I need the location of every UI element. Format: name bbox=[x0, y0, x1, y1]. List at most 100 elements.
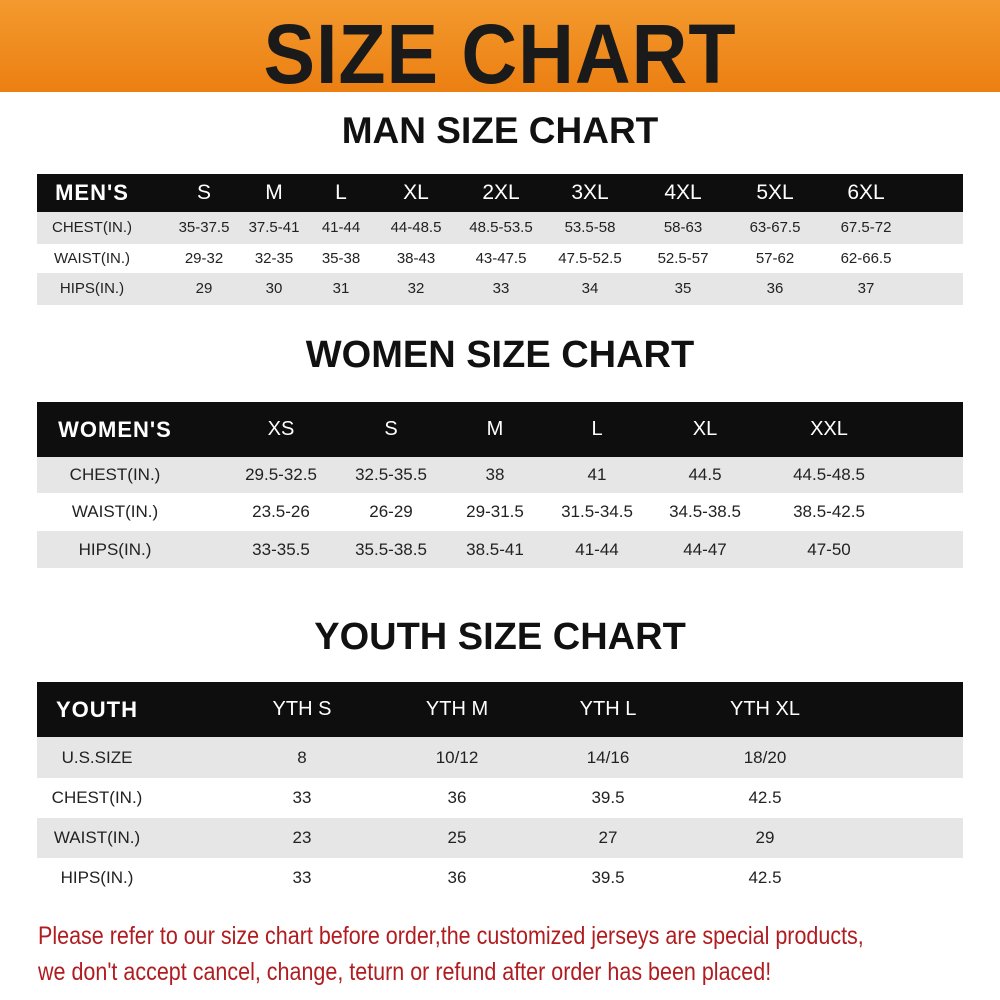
table-cell: 47.5-52.5 bbox=[558, 250, 622, 267]
table-cell: 57-62 bbox=[755, 250, 795, 267]
size-header-cell: XS bbox=[267, 418, 295, 440]
measurement-label: WAIST(IN.) bbox=[53, 828, 141, 847]
table-row: WAIST(IN.) 23 25 27 29 bbox=[37, 818, 963, 858]
table-row: HIPS(IN.) 33-35.5 35.5-38.5 38.5-41 41-44 44-… bbox=[37, 531, 963, 568]
table-row: CHEST(IN.) 33 36 39.5 42.5 bbox=[37, 778, 963, 818]
header-row: WOMEN'S XS S M L XL XXL bbox=[37, 402, 963, 457]
table-cell: 35.5-38.5 bbox=[355, 540, 427, 559]
table-cell: 32 bbox=[407, 280, 425, 297]
table-cell: 33-35.5 bbox=[252, 540, 310, 559]
size-header-cell: M bbox=[265, 181, 283, 204]
table-cell: 35-38 bbox=[321, 250, 361, 267]
table-cell: 35 bbox=[674, 280, 692, 297]
table-cell: 14/16 bbox=[586, 748, 630, 767]
size-header-cell: 6XL bbox=[847, 181, 885, 204]
size-header-cell: YTH M bbox=[425, 698, 489, 720]
size-header-cell: 3XL bbox=[571, 181, 609, 204]
table-cell: 63-67.5 bbox=[749, 219, 801, 236]
table-row: HIPS(IN.) 33 36 39.5 42.5 bbox=[37, 858, 963, 898]
title-banner bbox=[0, 0, 1000, 92]
table-cell: 26-29 bbox=[369, 502, 413, 521]
table-cell: 47-50 bbox=[807, 540, 851, 559]
table-cell: 42.5 bbox=[748, 788, 782, 807]
table-cell: 34.5-38.5 bbox=[669, 502, 741, 521]
table-cell: 41 bbox=[587, 465, 607, 484]
table-row: WAIST(IN.) 23.5-26 26-29 29-31.5 31.5-34.5 34… bbox=[37, 493, 963, 531]
table-cell: 29 bbox=[195, 280, 213, 297]
table-cell: 37 bbox=[857, 280, 875, 297]
table-cell: 10/12 bbox=[435, 748, 479, 767]
table-cell: 25 bbox=[447, 828, 467, 847]
size-header-cell: M bbox=[486, 418, 504, 440]
table-row: CHEST(IN.) 35-37.5 37.5-41 41-44 44-48.5 48.5… bbox=[37, 212, 963, 244]
table-title-cell: YOUTH bbox=[56, 697, 138, 722]
table-cell: 31 bbox=[332, 280, 350, 297]
size-header-cell: YTH S bbox=[272, 698, 332, 720]
table-cell: 36 bbox=[447, 868, 467, 887]
table-cell: 32-35 bbox=[254, 250, 294, 267]
women-section-title: WOMEN SIZE CHART bbox=[305, 334, 695, 376]
header-row: YOUTH YTH S YTH M YTH L YTH XL bbox=[37, 682, 963, 737]
header-row: MEN'S S M L XL 2XL 3XL 4XL 5XL 6XL bbox=[37, 174, 963, 212]
measurement-label: U.S.SIZE bbox=[61, 748, 133, 767]
size-header-cell: 4XL bbox=[664, 181, 702, 204]
size-header-cell: XL bbox=[403, 181, 429, 204]
page-title: SIZE CHART bbox=[263, 7, 737, 101]
table-cell: 43-47.5 bbox=[475, 250, 527, 267]
table-cell: 38 bbox=[485, 465, 505, 484]
table-cell: 29 bbox=[755, 828, 775, 847]
table-cell: 30 bbox=[265, 280, 283, 297]
table-cell: 53.5-58 bbox=[564, 219, 616, 236]
measurement-label: WAIST(IN.) bbox=[53, 250, 131, 267]
table-cell: 44.5 bbox=[688, 465, 722, 484]
table-cell: 34 bbox=[581, 280, 599, 297]
table-cell: 44.5-48.5 bbox=[793, 465, 865, 484]
size-header-cell: YTH XL bbox=[729, 698, 801, 720]
table-cell: 36 bbox=[447, 788, 467, 807]
table-cell: 23.5-26 bbox=[252, 502, 310, 521]
table-cell: 27 bbox=[598, 828, 618, 847]
table-cell: 33 bbox=[292, 868, 312, 887]
size-header-cell: YTH L bbox=[579, 698, 637, 720]
table-cell: 67.5-72 bbox=[840, 219, 892, 236]
table-cell: 42.5 bbox=[748, 868, 782, 887]
table-cell: 44-48.5 bbox=[390, 219, 442, 236]
table-cell: 38.5-41 bbox=[466, 540, 524, 559]
notice-line-2: we don't accept cancel, change, teturn o… bbox=[38, 958, 772, 986]
size-header-cell: XL bbox=[692, 418, 718, 440]
table-cell: 8 bbox=[297, 748, 307, 767]
measurement-label: CHEST(IN.) bbox=[52, 219, 132, 236]
notice-line-1: Please refer to our size chart before or… bbox=[38, 922, 864, 950]
table-cell: 33 bbox=[292, 788, 312, 807]
men-section-title: MAN SIZE CHART bbox=[341, 110, 659, 151]
table-cell: 38.5-42.5 bbox=[793, 502, 865, 521]
table-cell: 29-32 bbox=[184, 250, 224, 267]
table-row: WAIST(IN.) 29-32 32-35 35-38 38-43 43-47.5 47.… bbox=[37, 244, 963, 273]
youth-section-title: YOUTH SIZE CHART bbox=[314, 616, 686, 658]
table-cell: 32.5-35.5 bbox=[355, 465, 427, 484]
table-title-cell: MEN'S bbox=[55, 180, 129, 205]
measurement-label: WAIST(IN.) bbox=[71, 502, 159, 521]
table-cell: 58-63 bbox=[663, 219, 703, 236]
measurement-label: CHEST(IN.) bbox=[51, 788, 143, 807]
table-cell: 23 bbox=[292, 828, 312, 847]
table-cell: 39.5 bbox=[591, 788, 625, 807]
size-header-cell: L bbox=[591, 418, 603, 440]
table-cell: 18/20 bbox=[743, 748, 787, 767]
table-cell: 48.5-53.5 bbox=[469, 219, 533, 236]
table-cell: 38-43 bbox=[396, 250, 436, 267]
table-cell: 35-37.5 bbox=[178, 219, 230, 236]
table-cell: 31.5-34.5 bbox=[561, 502, 633, 521]
table-cell: 29.5-32.5 bbox=[245, 465, 317, 484]
table-title-cell: WOMEN'S bbox=[58, 417, 172, 442]
table-cell: 52.5-57 bbox=[657, 250, 709, 267]
table-cell: 29-31.5 bbox=[466, 502, 524, 521]
table-cell: 41-44 bbox=[321, 219, 361, 236]
measurement-label: HIPS(IN.) bbox=[59, 280, 125, 297]
size-header-cell: S bbox=[384, 418, 398, 440]
table-row: CHEST(IN.) 29.5-32.5 32.5-35.5 38 41 44.5 44.5… bbox=[37, 457, 963, 493]
size-header-cell: XXL bbox=[810, 418, 848, 440]
table-cell: 39.5 bbox=[591, 868, 625, 887]
table-cell: 41-44 bbox=[575, 540, 619, 559]
size-header-cell: L bbox=[335, 181, 347, 204]
